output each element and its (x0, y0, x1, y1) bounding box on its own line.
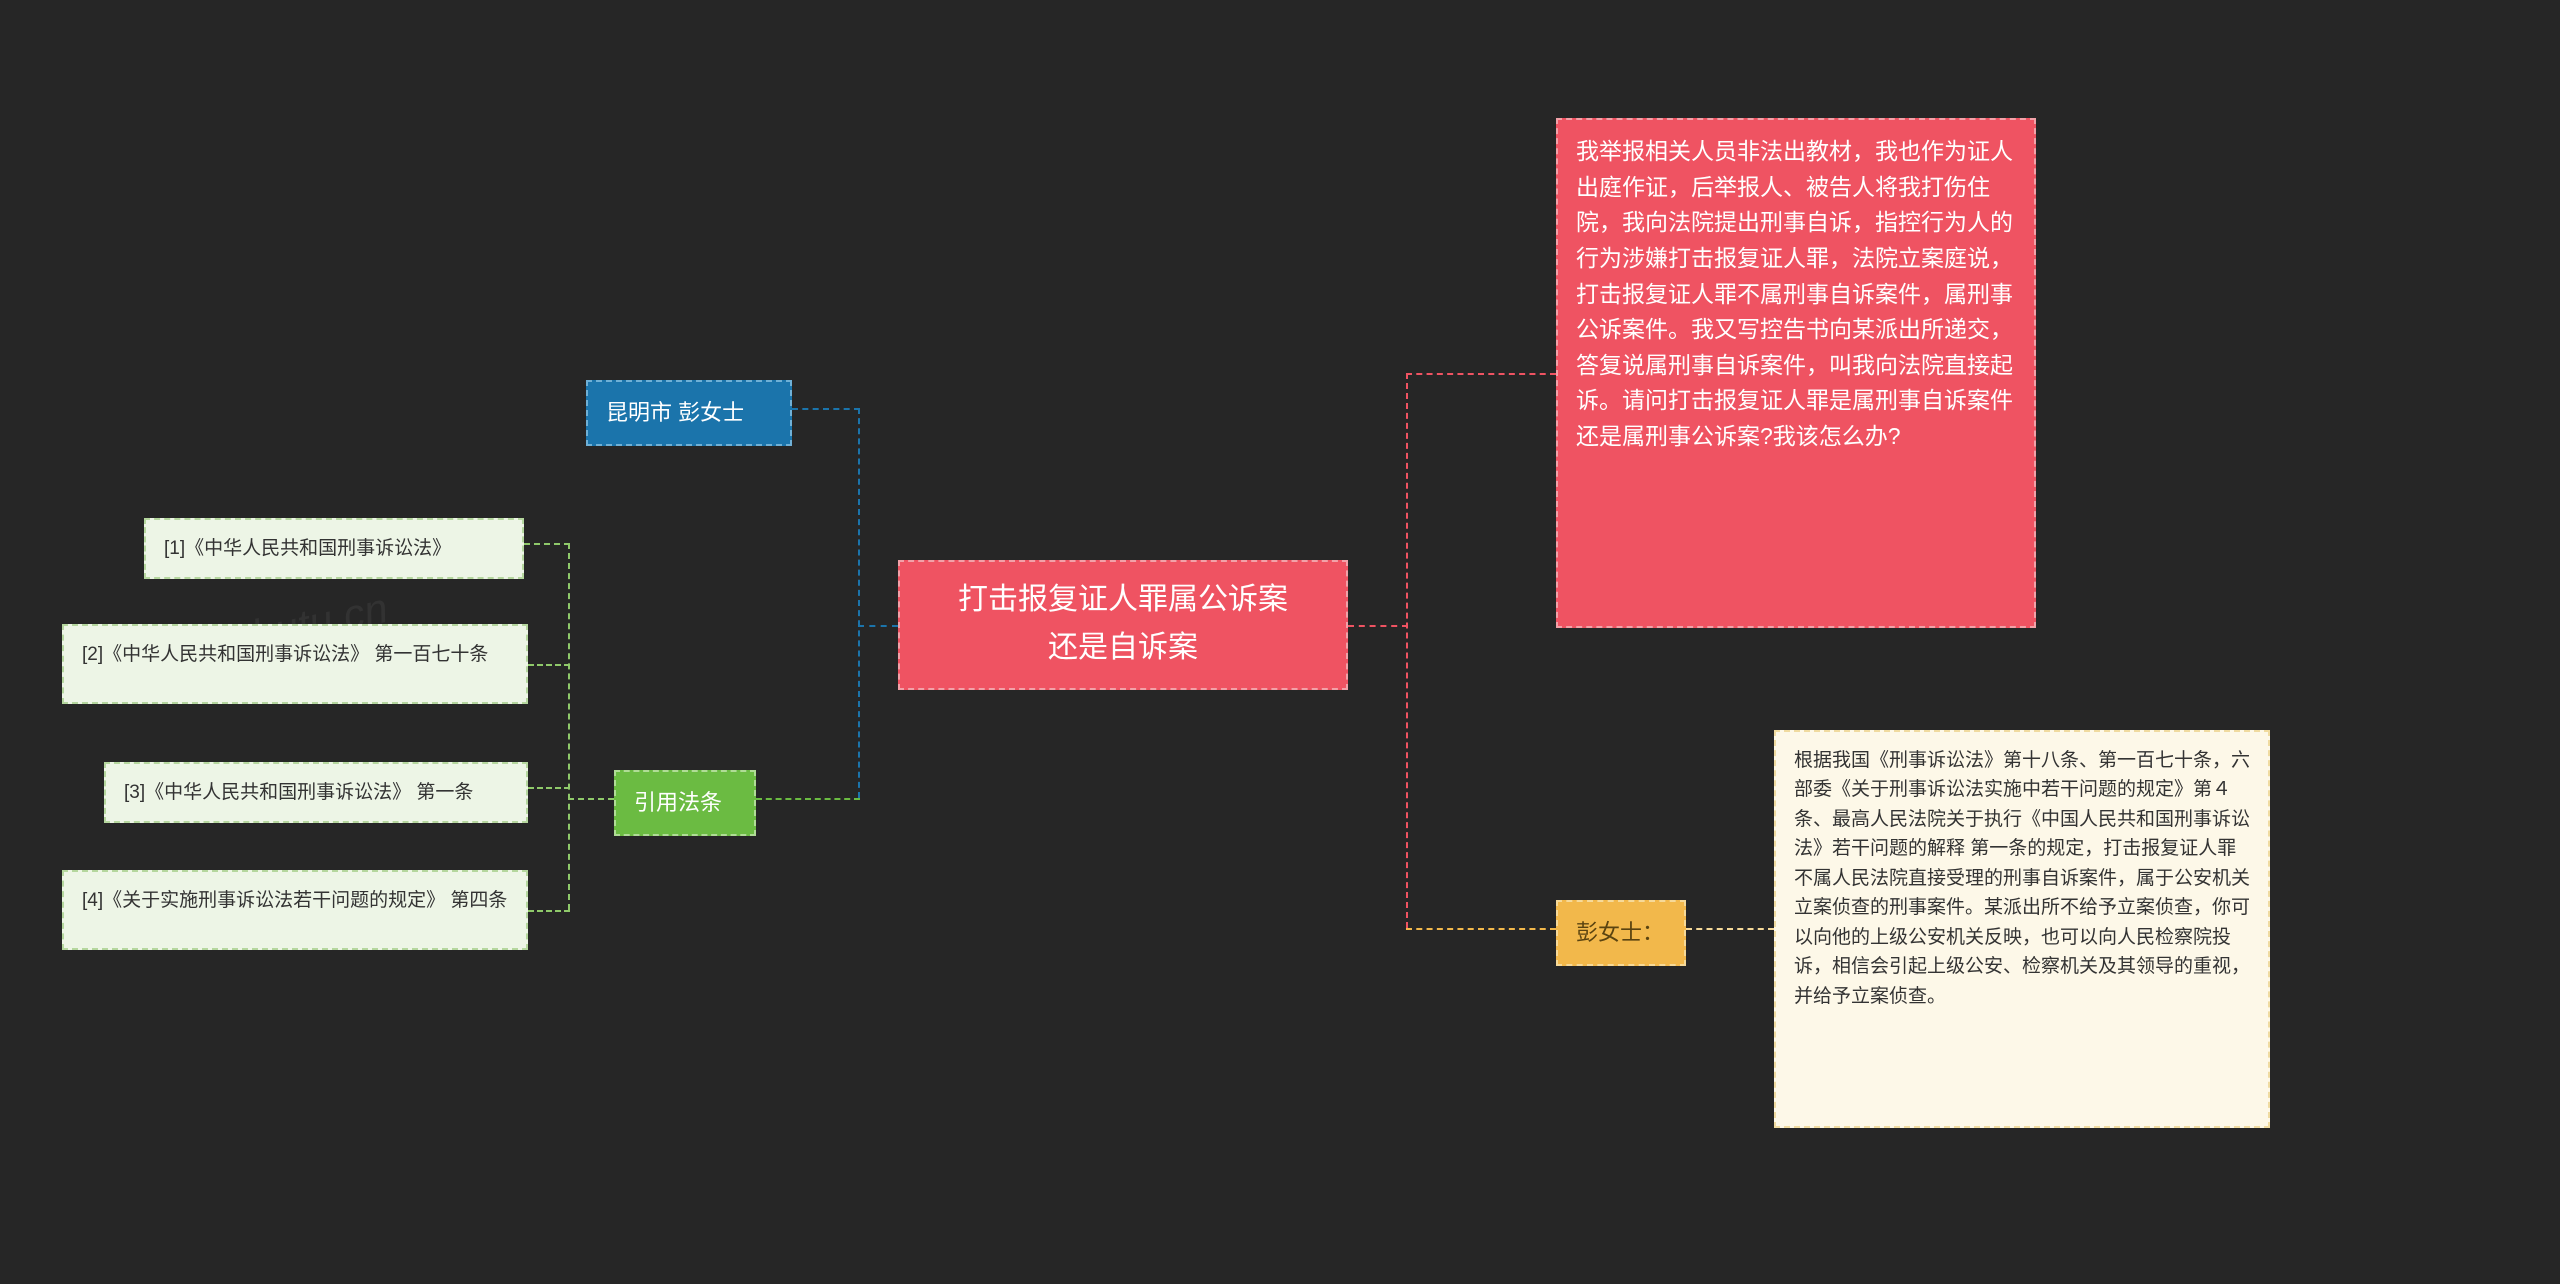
peng-label-node: 彭女士： (1556, 900, 1686, 966)
central-line2: 还是自诉案 (918, 624, 1328, 672)
conn-answer (1686, 928, 1774, 930)
conn-ref1 (524, 543, 570, 545)
question-text: 我举报相关人员非法出教材，我也作为证人出庭作证，后举报人、被告人将我打伤住院，我… (1576, 138, 2013, 449)
central-node: 打击报复证人罪属公诉案 还是自诉案 (898, 560, 1348, 690)
answer-text: 根据我国《刑事诉讼法》第十八条、第一百七十条，六部委《关于刑事诉讼法实施中若干问… (1794, 750, 2250, 1007)
conn-cite-leftstub (568, 798, 614, 800)
central-line1: 打击报复证人罪属公诉案 (918, 576, 1328, 624)
citations-text: 引用法条 (634, 790, 722, 815)
ref-4: [4]《关于实施刑事诉讼法若干问题的规定》 第四条 (62, 870, 528, 950)
citations-label-node: 引用法条 (614, 770, 756, 836)
conn-ref3 (528, 787, 570, 789)
ref-text: [4]《关于实施刑事诉讼法若干问题的规定》 第四条 (82, 890, 507, 911)
ref-3: [3]《中华人民共和国刑事诉讼法》 第一条 (104, 762, 528, 823)
question-node: 我举报相关人员非法出教材，我也作为证人出庭作证，后举报人、被告人将我打伤住院，我… (1556, 118, 2036, 628)
ref-text: [1]《中华人民共和国刑事诉讼法》 (164, 538, 451, 559)
conn-cite-vert (568, 543, 570, 910)
conn-left-spine (858, 408, 860, 798)
conn-right-spine (1406, 373, 1408, 928)
conn-citations (756, 798, 860, 800)
conn-peng (1406, 928, 1556, 930)
conn-central-left (858, 625, 898, 627)
conn-question (1406, 373, 1556, 375)
peng-text: 彭女士： (1576, 920, 1664, 945)
ref-2: [2]《中华人民共和国刑事诉讼法》 第一百七十条 (62, 624, 528, 704)
kunming-node: 昆明市 彭女士 (586, 380, 792, 446)
ref-1: [1]《中华人民共和国刑事诉讼法》 (144, 518, 524, 579)
answer-node: 根据我国《刑事诉讼法》第十八条、第一百七十条，六部委《关于刑事诉讼法实施中若干问… (1774, 730, 2270, 1128)
conn-kunming (792, 408, 860, 410)
ref-text: [3]《中华人民共和国刑事诉讼法》 第一条 (124, 782, 473, 803)
conn-ref4 (528, 910, 570, 912)
ref-text: [2]《中华人民共和国刑事诉讼法》 第一百七十条 (82, 644, 488, 665)
conn-ref2 (528, 664, 570, 666)
kunming-text: 昆明市 彭女士 (606, 400, 744, 425)
conn-central-right (1348, 625, 1408, 627)
